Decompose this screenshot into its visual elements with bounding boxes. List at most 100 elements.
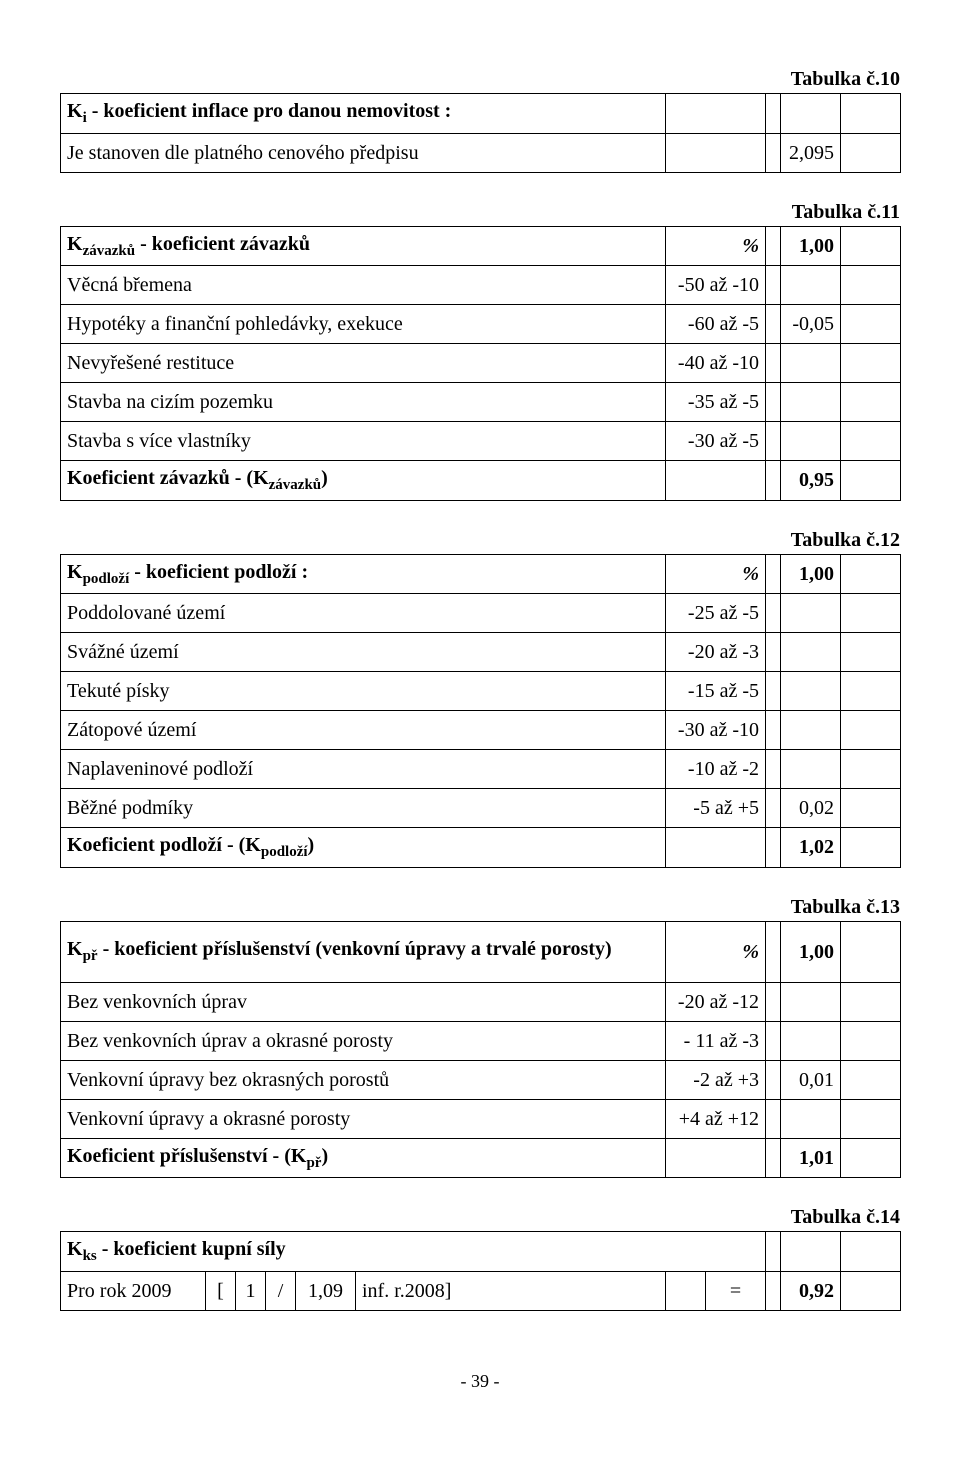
cell: 1 — [236, 1271, 266, 1310]
cell — [766, 594, 781, 633]
cell: Kks - koeficient kupní síly — [61, 1232, 766, 1272]
cell: 1,00 — [781, 554, 841, 594]
cell — [841, 711, 901, 750]
cell: -35 až -5 — [666, 383, 766, 422]
cell: +4 až +12 — [666, 1099, 766, 1138]
cell — [841, 1021, 901, 1060]
cell: [ — [206, 1271, 236, 1310]
cell — [781, 266, 841, 305]
table-row: Kks - koeficient kupní síly — [61, 1232, 901, 1272]
table-12: Kpodloží - koeficient podloží : % 1,00 P… — [60, 554, 901, 868]
cell — [666, 828, 766, 868]
table-row: Stavba s více vlastníky -30 až -5 — [61, 422, 901, 461]
table-row: Hypotéky a finanční pohledávky, exekuce … — [61, 305, 901, 344]
table-row: Kpodloží - koeficient podloží : % 1,00 — [61, 554, 901, 594]
table-row: Koeficient příslušenství - (Kpř) 1,01 — [61, 1138, 901, 1178]
cell — [841, 1271, 901, 1310]
cell — [841, 554, 901, 594]
cell: Pro rok 2009 — [61, 1271, 206, 1310]
cell — [766, 383, 781, 422]
cell: Věcná břemena — [61, 266, 666, 305]
cell — [841, 266, 901, 305]
page-number: - 39 - — [60, 1371, 900, 1392]
cell: = — [706, 1271, 766, 1310]
cell: 1,02 — [781, 828, 841, 868]
table-11: Kzávazků - koeficient závazků % 1,00 Věc… — [60, 226, 901, 501]
cell — [781, 1232, 841, 1272]
cell: Koeficient příslušenství - (Kpř) — [61, 1138, 666, 1178]
cell — [841, 305, 901, 344]
cell: % — [666, 921, 766, 982]
cell — [766, 633, 781, 672]
table-row: Naplaveninové podloží -10 až -2 — [61, 750, 901, 789]
cell: -5 až +5 — [666, 789, 766, 828]
cell — [766, 1271, 781, 1310]
table-row: Kpř - koeficient příslušenství (venkovní… — [61, 921, 901, 982]
cell: 0,02 — [781, 789, 841, 828]
cell: Běžné podmíky — [61, 789, 666, 828]
cell: / — [266, 1271, 296, 1310]
cell — [781, 982, 841, 1021]
cell: Ki - koeficient inflace pro danou nemovi… — [61, 94, 666, 134]
cell — [766, 1099, 781, 1138]
cell — [781, 672, 841, 711]
cell — [766, 554, 781, 594]
cell: Venkovní úpravy a okrasné porosty — [61, 1099, 666, 1138]
cell: % — [666, 554, 766, 594]
cell — [781, 1099, 841, 1138]
cell — [766, 266, 781, 305]
cell — [781, 1021, 841, 1060]
cell — [666, 461, 766, 501]
cell: Bez venkovních úprav — [61, 982, 666, 1021]
cell — [766, 921, 781, 982]
table-row: Koeficient závazků - (Kzávazků) 0,95 — [61, 461, 901, 501]
cell — [841, 828, 901, 868]
table-caption: Tabulka č.12 — [60, 529, 900, 552]
cell — [766, 982, 781, 1021]
table-row: Venkovní úpravy a okrasné porosty +4 až … — [61, 1099, 901, 1138]
table-row: Zátopové území -30 až -10 — [61, 711, 901, 750]
cell: 1,00 — [781, 226, 841, 266]
cell — [841, 1060, 901, 1099]
cell: 1,01 — [781, 1138, 841, 1178]
cell: Venkovní úpravy bez okrasných porostů — [61, 1060, 666, 1099]
table-row: Tekuté písky -15 až -5 — [61, 672, 901, 711]
cell — [781, 633, 841, 672]
cell — [766, 750, 781, 789]
cell: -30 až -5 — [666, 422, 766, 461]
cell: Naplaveninové podloží — [61, 750, 666, 789]
table-row: Koeficient podloží - (Kpodloží) 1,02 — [61, 828, 901, 868]
cell: -40 až -10 — [666, 344, 766, 383]
cell: -10 až -2 — [666, 750, 766, 789]
cell — [841, 1232, 901, 1272]
cell: % — [666, 226, 766, 266]
table-row: Věcná břemena -50 až -10 — [61, 266, 901, 305]
cell — [841, 789, 901, 828]
cell: -25 až -5 — [666, 594, 766, 633]
table-row: Stavba na cizím pozemku -35 až -5 — [61, 383, 901, 422]
table-row: Svážné území -20 až -3 — [61, 633, 901, 672]
table-caption: Tabulka č.10 — [60, 68, 900, 91]
table-row: Je stanoven dle platného cenového předpi… — [61, 133, 901, 172]
cell: Stavba na cizím pozemku — [61, 383, 666, 422]
cell: 0,95 — [781, 461, 841, 501]
cell — [766, 828, 781, 868]
table-row: Venkovní úpravy bez okrasných porostů -2… — [61, 1060, 901, 1099]
cell — [766, 789, 781, 828]
cell — [766, 1021, 781, 1060]
cell — [841, 422, 901, 461]
cell: Poddolované území — [61, 594, 666, 633]
cell — [766, 1232, 781, 1272]
cell — [781, 750, 841, 789]
cell — [766, 305, 781, 344]
cell — [766, 1060, 781, 1099]
cell — [841, 921, 901, 982]
cell: -15 až -5 — [666, 672, 766, 711]
cell — [766, 461, 781, 501]
cell — [781, 344, 841, 383]
cell — [841, 133, 901, 172]
cell — [781, 711, 841, 750]
cell: 1,00 — [781, 921, 841, 982]
cell: -60 až -5 — [666, 305, 766, 344]
cell — [666, 133, 766, 172]
